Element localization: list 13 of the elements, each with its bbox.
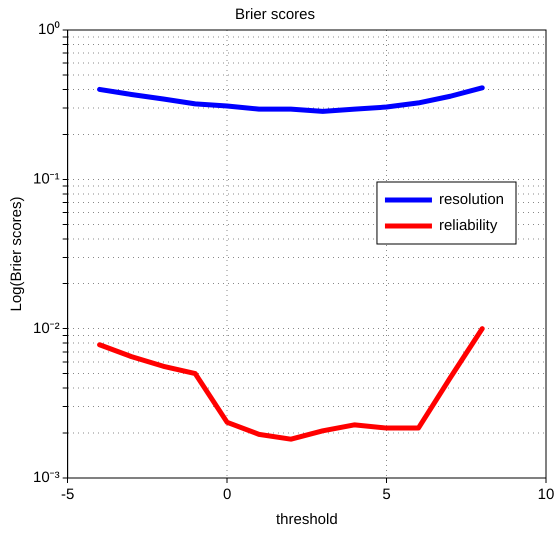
x-tick-label: 10 bbox=[538, 486, 554, 504]
legend-label: resolution bbox=[438, 191, 504, 208]
x-tick-label: -5 bbox=[61, 486, 74, 504]
y-tick-label: 10⁻³ bbox=[32, 469, 60, 486]
y-tick-label: 10⁰ bbox=[38, 21, 60, 38]
x-tick-label: 5 bbox=[382, 486, 391, 504]
y-tick-label: 10⁻² bbox=[32, 320, 60, 337]
legend-label: reliability bbox=[438, 217, 498, 234]
y-tick-label: 10⁻¹ bbox=[32, 170, 60, 188]
x-axis-title: threshold bbox=[276, 511, 338, 528]
chart-title: Brier scores bbox=[234, 6, 316, 24]
x-tick-label: 0 bbox=[222, 486, 232, 504]
y-axis-title: Log(Brier scores) bbox=[8, 196, 26, 312]
